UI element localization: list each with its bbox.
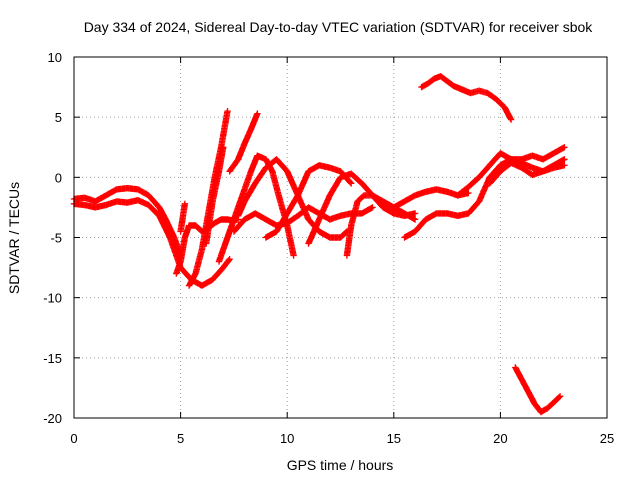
series-track-4 bbox=[177, 200, 189, 235]
y-tick-label: -20 bbox=[43, 411, 62, 426]
grid-layer bbox=[74, 57, 607, 418]
series-track-6 bbox=[203, 144, 227, 247]
series-track-16 bbox=[454, 144, 568, 199]
series-marks bbox=[177, 200, 189, 235]
y-tick-label: -5 bbox=[50, 231, 62, 246]
series-marks bbox=[512, 364, 564, 416]
series-marks bbox=[203, 144, 227, 247]
x-tick-label: 0 bbox=[70, 431, 77, 446]
y-tick-label: -15 bbox=[43, 351, 62, 366]
series-marks bbox=[390, 186, 472, 211]
series-track-18 bbox=[418, 73, 515, 123]
x-tick-label: 20 bbox=[493, 431, 507, 446]
y-tick-label: -10 bbox=[43, 291, 62, 306]
series-track-19 bbox=[512, 364, 564, 416]
series-marks bbox=[70, 185, 184, 259]
series-marks bbox=[418, 73, 515, 123]
series-track-2 bbox=[70, 185, 184, 259]
series-marks bbox=[262, 162, 355, 241]
chart-title: Day 334 of 2024, Sidereal Day-to-day VTE… bbox=[84, 19, 594, 35]
x-axis-label: GPS time / hours bbox=[287, 457, 394, 473]
y-tick-label: 5 bbox=[55, 110, 62, 125]
y-tick-label: 0 bbox=[55, 170, 62, 185]
series-track-5 bbox=[185, 108, 231, 289]
series-marks bbox=[486, 156, 568, 187]
x-tick-label: 25 bbox=[600, 431, 614, 446]
tick-layer: 0 5 10 15 20 25 -20 -15 -10 -5 0 5 10 bbox=[43, 50, 614, 446]
series-marks bbox=[454, 144, 568, 199]
x-tick-label: 5 bbox=[177, 431, 184, 446]
series-track-17 bbox=[486, 156, 568, 187]
series-marks bbox=[185, 108, 231, 289]
series-marks bbox=[226, 110, 261, 175]
y-tick-label: 10 bbox=[48, 50, 62, 65]
x-tick-label: 15 bbox=[387, 431, 401, 446]
series-layer bbox=[70, 73, 568, 416]
series-track-7 bbox=[226, 110, 261, 175]
x-tick-label: 10 bbox=[280, 431, 294, 446]
series-track-15 bbox=[390, 186, 472, 211]
y-axis-label: SDTVAR / TECUs bbox=[6, 182, 22, 294]
series-track-11 bbox=[262, 162, 355, 241]
